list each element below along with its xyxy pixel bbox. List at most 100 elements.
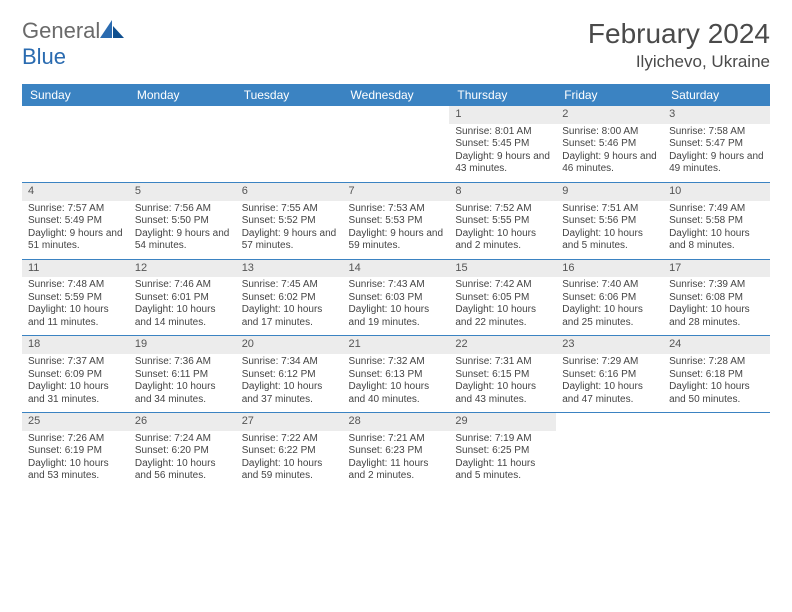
sunset-line: Sunset: 5:53 PM [349, 215, 444, 228]
calendar-day: 27Sunrise: 7:22 AMSunset: 6:22 PMDayligh… [236, 413, 343, 489]
sunset-line: Sunset: 6:13 PM [349, 369, 444, 382]
sunset-line: Sunset: 5:59 PM [28, 292, 123, 305]
day-body: Sunrise: 8:00 AMSunset: 5:46 PMDaylight:… [556, 124, 663, 182]
sunset-line: Sunset: 5:50 PM [135, 215, 230, 228]
daylight-line: Daylight: 10 hours and 50 minutes. [669, 381, 764, 406]
calendar-table: SundayMondayTuesdayWednesdayThursdayFrid… [22, 84, 770, 489]
calendar-day: 19Sunrise: 7:36 AMSunset: 6:11 PMDayligh… [129, 336, 236, 413]
daylight-line: Daylight: 11 hours and 5 minutes. [455, 458, 550, 483]
sunrise-line: Sunrise: 7:55 AM [242, 203, 337, 216]
day-body: Sunrise: 7:55 AMSunset: 5:52 PMDaylight:… [236, 201, 343, 259]
sunrise-line: Sunrise: 7:31 AM [455, 356, 550, 369]
sunrise-line: Sunrise: 7:51 AM [562, 203, 657, 216]
calendar-day: 22Sunrise: 7:31 AMSunset: 6:15 PMDayligh… [449, 336, 556, 413]
sunrise-line: Sunrise: 7:40 AM [562, 279, 657, 292]
weekday-header: Thursday [449, 84, 556, 106]
daylight-line: Daylight: 10 hours and 19 minutes. [349, 304, 444, 329]
day-number: 23 [556, 336, 663, 354]
daylight-line: Daylight: 10 hours and 47 minutes. [562, 381, 657, 406]
day-number: 15 [449, 260, 556, 278]
daylight-line: Daylight: 10 hours and 2 minutes. [455, 228, 550, 253]
day-body: Sunrise: 7:28 AMSunset: 6:18 PMDaylight:… [663, 354, 770, 412]
sunrise-line: Sunrise: 7:46 AM [135, 279, 230, 292]
day-number: 2 [556, 106, 663, 124]
sunset-line: Sunset: 6:25 PM [455, 445, 550, 458]
daylight-line: Daylight: 10 hours and 22 minutes. [455, 304, 550, 329]
calendar-day: 14Sunrise: 7:43 AMSunset: 6:03 PMDayligh… [343, 259, 450, 336]
day-number: 17 [663, 260, 770, 278]
calendar-empty: x [22, 106, 129, 182]
day-number: 24 [663, 336, 770, 354]
calendar-row: 18Sunrise: 7:37 AMSunset: 6:09 PMDayligh… [22, 336, 770, 413]
sunset-line: Sunset: 5:56 PM [562, 215, 657, 228]
sunset-line: Sunset: 6:06 PM [562, 292, 657, 305]
daylight-line: Daylight: 10 hours and 53 minutes. [28, 458, 123, 483]
day-number: 6 [236, 183, 343, 201]
sunrise-line: Sunrise: 7:42 AM [455, 279, 550, 292]
calendar-day: 18Sunrise: 7:37 AMSunset: 6:09 PMDayligh… [22, 336, 129, 413]
sunrise-line: Sunrise: 7:26 AM [28, 433, 123, 446]
daylight-line: Daylight: 10 hours and 40 minutes. [349, 381, 444, 406]
day-number: 20 [236, 336, 343, 354]
day-body: Sunrise: 7:45 AMSunset: 6:02 PMDaylight:… [236, 277, 343, 335]
location: Ilyichevo, Ukraine [588, 52, 770, 72]
calendar-day: 6Sunrise: 7:55 AMSunset: 5:52 PMDaylight… [236, 182, 343, 259]
calendar-day: 20Sunrise: 7:34 AMSunset: 6:12 PMDayligh… [236, 336, 343, 413]
day-body: Sunrise: 7:48 AMSunset: 5:59 PMDaylight:… [22, 277, 129, 335]
daylight-line: Daylight: 10 hours and 5 minutes. [562, 228, 657, 253]
day-number: 11 [22, 260, 129, 278]
day-number: 10 [663, 183, 770, 201]
day-body: Sunrise: 7:21 AMSunset: 6:23 PMDaylight:… [343, 431, 450, 489]
weekday-header: Saturday [663, 84, 770, 106]
sunrise-line: Sunrise: 7:53 AM [349, 203, 444, 216]
sunset-line: Sunset: 6:22 PM [242, 445, 337, 458]
sunset-line: Sunset: 5:45 PM [455, 138, 550, 151]
day-number: 21 [343, 336, 450, 354]
sunset-line: Sunset: 5:58 PM [669, 215, 764, 228]
sunset-line: Sunset: 6:05 PM [455, 292, 550, 305]
logo-text: General Blue [22, 18, 124, 70]
sunset-line: Sunset: 6:11 PM [135, 369, 230, 382]
day-body: Sunrise: 7:42 AMSunset: 6:05 PMDaylight:… [449, 277, 556, 335]
sunset-line: Sunset: 5:47 PM [669, 138, 764, 151]
daylight-line: Daylight: 10 hours and 11 minutes. [28, 304, 123, 329]
day-number: 19 [129, 336, 236, 354]
sunset-line: Sunset: 5:52 PM [242, 215, 337, 228]
sunrise-line: Sunrise: 7:28 AM [669, 356, 764, 369]
daylight-line: Daylight: 10 hours and 59 minutes. [242, 458, 337, 483]
daylight-line: Daylight: 10 hours and 31 minutes. [28, 381, 123, 406]
daylight-line: Daylight: 9 hours and 51 minutes. [28, 228, 123, 253]
day-body: Sunrise: 7:56 AMSunset: 5:50 PMDaylight:… [129, 201, 236, 259]
day-body: Sunrise: 7:26 AMSunset: 6:19 PMDaylight:… [22, 431, 129, 489]
sunrise-line: Sunrise: 7:19 AM [455, 433, 550, 446]
sunrise-line: Sunrise: 7:57 AM [28, 203, 123, 216]
day-body: Sunrise: 7:19 AMSunset: 6:25 PMDaylight:… [449, 431, 556, 489]
daylight-line: Daylight: 9 hours and 46 minutes. [562, 151, 657, 176]
weekday-header: Sunday [22, 84, 129, 106]
day-body: Sunrise: 7:53 AMSunset: 5:53 PMDaylight:… [343, 201, 450, 259]
daylight-line: Daylight: 10 hours and 43 minutes. [455, 381, 550, 406]
day-number: 7 [343, 183, 450, 201]
day-number: 9 [556, 183, 663, 201]
sunset-line: Sunset: 6:23 PM [349, 445, 444, 458]
day-number: 13 [236, 260, 343, 278]
sunset-line: Sunset: 5:46 PM [562, 138, 657, 151]
day-body: Sunrise: 7:36 AMSunset: 6:11 PMDaylight:… [129, 354, 236, 412]
sunset-line: Sunset: 6:18 PM [669, 369, 764, 382]
calendar-day: 25Sunrise: 7:26 AMSunset: 6:19 PMDayligh… [22, 413, 129, 489]
day-body: Sunrise: 7:52 AMSunset: 5:55 PMDaylight:… [449, 201, 556, 259]
sunset-line: Sunset: 5:55 PM [455, 215, 550, 228]
daylight-line: Daylight: 9 hours and 43 minutes. [455, 151, 550, 176]
daylight-line: Daylight: 10 hours and 56 minutes. [135, 458, 230, 483]
day-number: 16 [556, 260, 663, 278]
calendar-day: 28Sunrise: 7:21 AMSunset: 6:23 PMDayligh… [343, 413, 450, 489]
sunrise-line: Sunrise: 7:45 AM [242, 279, 337, 292]
sunset-line: Sunset: 6:08 PM [669, 292, 764, 305]
calendar-day: 5Sunrise: 7:56 AMSunset: 5:50 PMDaylight… [129, 182, 236, 259]
daylight-line: Daylight: 10 hours and 25 minutes. [562, 304, 657, 329]
daylight-line: Daylight: 9 hours and 54 minutes. [135, 228, 230, 253]
day-number: 18 [22, 336, 129, 354]
sunrise-line: Sunrise: 7:49 AM [669, 203, 764, 216]
day-number: 14 [343, 260, 450, 278]
day-body: Sunrise: 7:34 AMSunset: 6:12 PMDaylight:… [236, 354, 343, 412]
